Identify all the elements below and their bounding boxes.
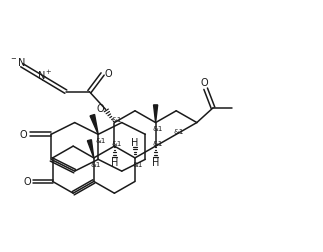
- Text: N$^+$: N$^+$: [37, 68, 53, 81]
- Text: H: H: [131, 137, 139, 147]
- Text: O: O: [97, 103, 104, 113]
- Polygon shape: [88, 140, 94, 158]
- Text: O: O: [105, 68, 112, 78]
- Text: &1: &1: [173, 128, 184, 134]
- Polygon shape: [153, 106, 158, 123]
- Text: $^-$N: $^-$N: [9, 55, 26, 68]
- Text: H: H: [152, 158, 159, 168]
- Text: &1: &1: [132, 161, 142, 167]
- Text: &1: &1: [91, 161, 101, 167]
- Text: O: O: [200, 78, 208, 88]
- Text: H: H: [111, 158, 118, 168]
- Text: &1: &1: [153, 126, 163, 132]
- Text: &1: &1: [111, 140, 122, 146]
- Text: &1: &1: [111, 117, 122, 122]
- Text: &1: &1: [153, 140, 163, 146]
- Polygon shape: [90, 115, 98, 135]
- Text: O: O: [20, 130, 27, 140]
- Text: O: O: [23, 177, 31, 187]
- Text: &1: &1: [95, 137, 106, 143]
